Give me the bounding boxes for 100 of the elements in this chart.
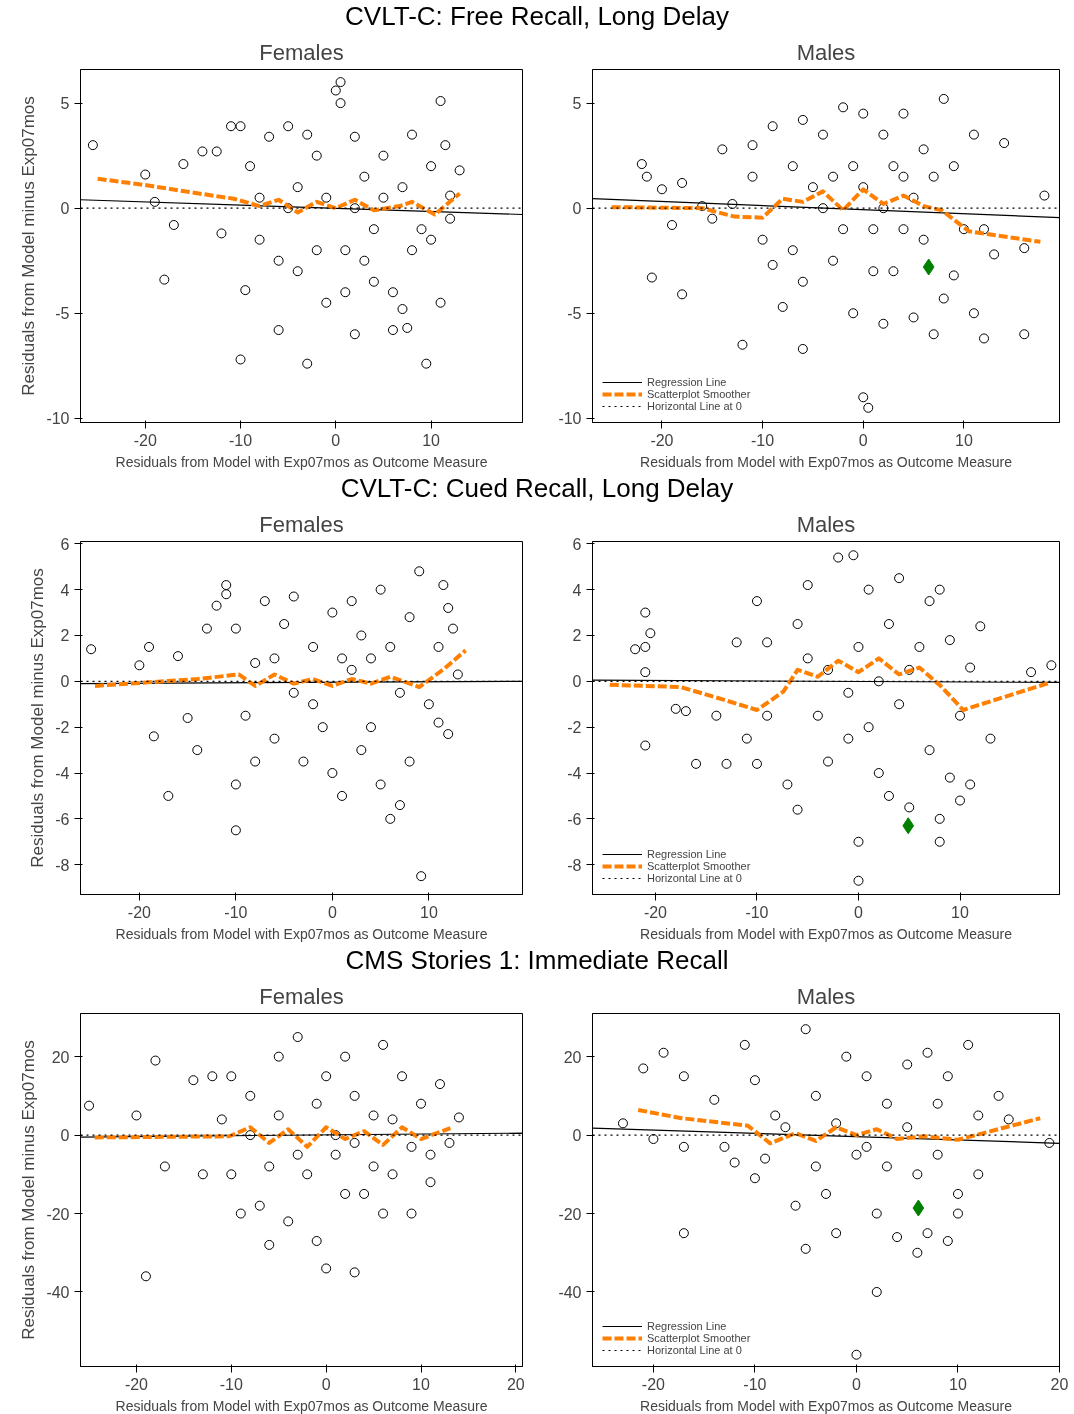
point [250, 658, 261, 668]
point [216, 1114, 227, 1125]
x-axis-title: Residuals from Model with Exp07mos as Outcome Measure [115, 925, 488, 942]
point [425, 1149, 436, 1160]
point [387, 325, 398, 336]
point [335, 98, 346, 109]
point [397, 182, 408, 193]
point [188, 1075, 199, 1086]
point [851, 1349, 862, 1360]
point [924, 596, 935, 607]
point [240, 710, 251, 721]
legend-label: Horizontal Line at 0 [647, 400, 742, 412]
point [871, 1208, 882, 1219]
point [273, 255, 284, 266]
x-tick-label: 10 [412, 1375, 431, 1393]
point [368, 1110, 379, 1121]
y-tick-label: 0 [60, 200, 70, 218]
legend-label: Scatterplot Smoother [647, 1332, 751, 1344]
point [792, 804, 803, 815]
point [211, 600, 222, 611]
point [378, 150, 389, 161]
point [678, 1141, 689, 1152]
point [426, 161, 437, 172]
point [321, 192, 332, 203]
x-tick-label: 10 [951, 903, 970, 921]
point [404, 612, 415, 623]
point [932, 1149, 943, 1160]
point [178, 159, 189, 170]
y-tick-label: -20 [558, 1205, 582, 1223]
point [288, 591, 299, 602]
point [638, 1063, 649, 1074]
y-tick-label: -20 [46, 1205, 70, 1223]
point [378, 1208, 389, 1219]
point [230, 623, 241, 634]
point [216, 228, 227, 239]
point [245, 1130, 256, 1141]
point [952, 1188, 963, 1199]
point [311, 245, 322, 256]
y-tick-label: 0 [572, 200, 582, 218]
point [292, 1149, 303, 1160]
point [159, 274, 170, 285]
y-tick-label: 0 [60, 1127, 70, 1145]
point [821, 1188, 831, 1199]
point [378, 1039, 389, 1050]
point [823, 664, 834, 675]
point [912, 1169, 923, 1180]
legend-label: Regression Line [647, 1320, 727, 1332]
point [226, 1071, 237, 1082]
x-tick-label: -10 [224, 903, 248, 921]
y-tick-label: -2 [55, 719, 70, 737]
point [452, 669, 463, 680]
point [349, 203, 360, 214]
point [934, 836, 945, 847]
point [337, 790, 348, 801]
point [230, 825, 241, 836]
point [349, 1267, 360, 1278]
point [356, 630, 367, 641]
point [308, 641, 319, 652]
point [680, 706, 691, 717]
point [790, 1200, 801, 1211]
point [721, 758, 732, 769]
point [853, 875, 864, 886]
y-tick-label: -5 [567, 305, 582, 323]
chart-title: CVLT-C: Cued Recall, Long Delay [339, 472, 735, 504]
point [1046, 660, 1057, 671]
point [311, 1098, 322, 1109]
point [273, 325, 284, 336]
point [881, 1161, 892, 1172]
point [402, 322, 413, 333]
point [810, 1090, 821, 1101]
y-tick-label: -4 [55, 765, 70, 783]
point [421, 358, 432, 369]
point [359, 1188, 370, 1199]
y-tick-label: 6 [60, 535, 70, 553]
chart-title: CMS Stories 1: Immediate Recall [344, 944, 730, 976]
y-tick-label: 6 [572, 535, 582, 553]
point [438, 580, 449, 591]
point [387, 1114, 398, 1125]
y-tick-label: 4 [60, 581, 70, 599]
point [955, 710, 966, 721]
point [144, 641, 155, 652]
y-tick-label: -8 [567, 856, 582, 874]
point [873, 676, 884, 687]
point [283, 203, 294, 214]
point [226, 121, 237, 132]
y-tick-label: 0 [60, 673, 70, 691]
point [873, 768, 884, 778]
point [423, 699, 434, 710]
y-tick-label: 2 [60, 627, 70, 645]
point [134, 660, 145, 671]
x-axis-title: Residuals from Model with Exp07mos as Outcome Measure [640, 1397, 1013, 1414]
point [368, 276, 379, 287]
point [292, 1032, 303, 1043]
x-tick-label: -10 [228, 431, 253, 449]
point [283, 121, 294, 132]
point [902, 817, 915, 835]
y-tick-label: -4 [567, 765, 582, 783]
point [264, 1161, 275, 1172]
point [853, 641, 864, 652]
point [648, 1134, 659, 1144]
